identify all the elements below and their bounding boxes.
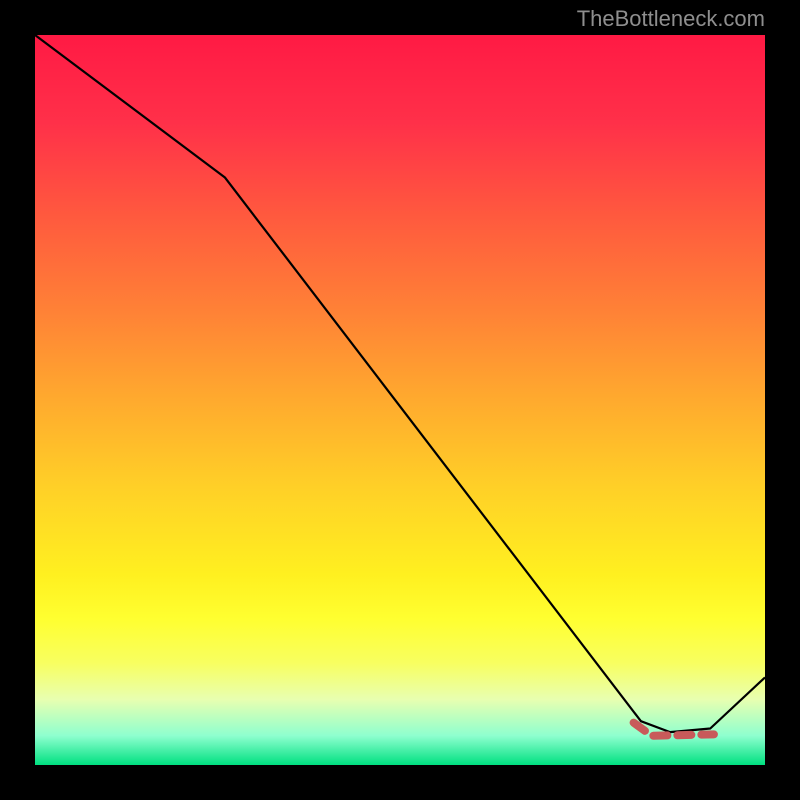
chart-overlay-svg (35, 35, 765, 765)
attribution-label: TheBottleneck.com (577, 6, 765, 32)
chart-canvas: TheBottleneck.com (0, 0, 800, 800)
plot-area (35, 35, 765, 765)
main-line (35, 35, 765, 732)
